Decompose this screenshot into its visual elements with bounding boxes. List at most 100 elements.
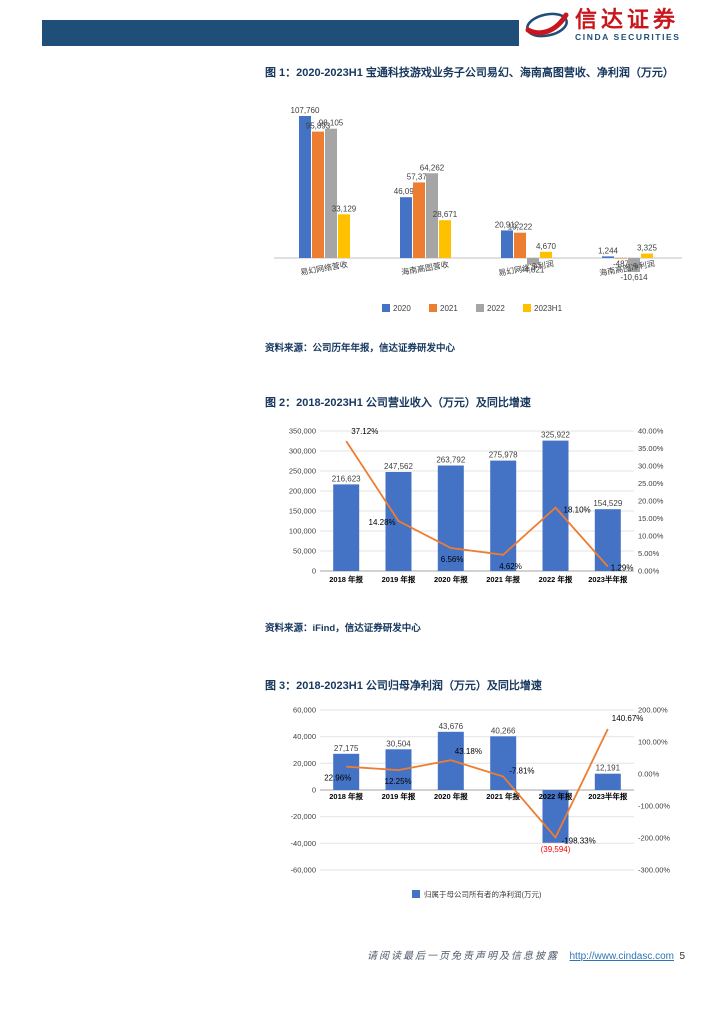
bar-value-label: 12,191: [596, 764, 621, 773]
right-axis-tick: -300.00%: [638, 866, 670, 875]
bar-2021: [413, 182, 425, 258]
bar-value-label: 247,562: [384, 462, 413, 471]
bar-value-label: 27,175: [334, 744, 359, 753]
footer-link[interactable]: http://www.cindasc.com: [569, 951, 674, 962]
right-axis-tick: 35.00%: [638, 444, 664, 453]
bar-value-label: 275,978: [489, 451, 518, 460]
right-axis-tick: 40.00%: [638, 427, 664, 436]
right-axis-tick: 10.00%: [638, 532, 664, 541]
bar-2021: [312, 131, 324, 258]
bar-2021: [514, 232, 526, 258]
line-point-label: -7.81%: [509, 767, 534, 776]
bar-value-label: 19,222: [508, 223, 533, 232]
brand-name-en: CINDA SECURITIES: [575, 31, 681, 42]
line-point-label: 1.29%: [611, 564, 634, 573]
legend-swatch: [382, 304, 390, 312]
left-axis-tick: 50,000: [293, 547, 316, 556]
legend-label: 归属于母公司所有者的净利润(万元): [424, 889, 542, 899]
cinda-logo: 信达证券 CINDA SECURITIES: [524, 8, 681, 42]
bar-value-label: 64,262: [420, 163, 445, 172]
bar: [542, 790, 569, 843]
right-axis-tick: 5.00%: [638, 549, 660, 558]
legend-label: 2022: [487, 304, 505, 313]
bar-2020: [299, 116, 311, 258]
bar-value-label: 325,922: [541, 431, 570, 440]
bar-value-label: 263,792: [436, 456, 465, 465]
line-point-label: 140.67%: [612, 714, 644, 723]
left-axis-tick: 200,000: [289, 487, 316, 496]
cinda-logo-icon: [525, 12, 569, 38]
bar-2020: [400, 197, 412, 258]
bar: [594, 509, 621, 571]
bar-value-label: 28,671: [433, 210, 458, 219]
x-axis-label: 2020 年报: [434, 791, 468, 801]
bar-2023H1: [540, 251, 552, 258]
bar-value-label: 43,676: [439, 722, 464, 731]
figure2-title: 图 2：2018-2023H1 公司营业收入（万元）及同比增速: [265, 397, 531, 409]
line-point-label: 6.56%: [441, 555, 464, 564]
bar: [542, 440, 569, 571]
left-axis-tick: 350,000: [289, 427, 316, 436]
x-axis-label: 2021 年报: [486, 791, 520, 801]
x-axis-label: 2023半年报: [588, 791, 628, 801]
category-label: 易幻网络净利润: [498, 258, 555, 278]
bar-value-label: 30,504: [386, 739, 411, 748]
bar: [333, 484, 360, 571]
figure1-chart: 107,760 95,893 98,105 33,129 易幻网络营收 46,097 57,…: [268, 88, 688, 320]
category-label: 易幻网络营收: [299, 259, 348, 277]
right-axis-tick: 0.00%: [638, 567, 660, 576]
bar-value-label: 107,760: [291, 106, 320, 115]
right-axis-tick: -100.00%: [638, 802, 670, 811]
right-axis-tick: 0.00%: [638, 770, 660, 779]
left-axis-tick: 0: [312, 567, 316, 576]
bar-value-label: 3,325: [637, 244, 658, 253]
right-axis-tick: 25.00%: [638, 479, 664, 488]
header-rule: [42, 20, 519, 46]
bar-value-label: 46,097: [394, 187, 419, 196]
bar-2022: [426, 173, 438, 258]
x-axis-label: 2022 年报: [539, 791, 573, 801]
right-axis-tick: 15.00%: [638, 514, 664, 523]
brand-name-cn: 信达证券: [575, 7, 680, 33]
left-axis-tick: 0: [312, 786, 316, 795]
left-axis-tick: 250,000: [289, 467, 316, 476]
left-axis-tick: 20,000: [293, 759, 316, 768]
right-axis-tick: 200.00%: [638, 706, 668, 715]
x-axis-label: 2019 年报: [382, 574, 416, 584]
bar-2022: [628, 258, 640, 272]
x-axis-label: 2020 年报: [434, 574, 468, 584]
left-axis-tick: 100,000: [289, 527, 316, 536]
figure2-chart: 350,000 300,000 250,000 200,000 150,000 100,0…: [262, 416, 692, 596]
left-axis-tick: 150,000: [289, 507, 316, 516]
line-point-label: 12.25%: [385, 777, 412, 786]
bar-value-label: 154,529: [593, 499, 622, 508]
bar-2020: [501, 230, 513, 258]
left-axis-tick: -40,000: [291, 839, 316, 848]
bar-value-label: 33,129: [332, 204, 357, 213]
left-axis-tick: -60,000: [291, 866, 316, 875]
legend-swatch: [412, 890, 420, 898]
bar: [437, 465, 464, 571]
category-label: 海南高图营收: [400, 259, 449, 277]
bar-value-label: 4,670: [536, 242, 557, 251]
bar-value-label: 98,105: [319, 119, 344, 128]
legend-label: 2021: [440, 304, 458, 313]
legend-swatch: [523, 304, 531, 312]
x-axis-label: 2019 年报: [382, 791, 416, 801]
bar-value-label: 57,379: [407, 172, 432, 181]
bar: [490, 736, 517, 790]
bar-value-label: 216,623: [332, 474, 361, 483]
right-axis-tick: -200.00%: [638, 834, 670, 843]
bar-value-label: -10,614: [620, 273, 648, 282]
growth-line: [345, 440, 609, 568]
bar-2023H1: [439, 220, 451, 258]
right-axis-tick: 30.00%: [638, 462, 664, 471]
brand-text: 信达证券 CINDA SECURITIES: [575, 8, 681, 41]
line-point-label: -198.33%: [562, 837, 596, 846]
bar-value-label: 20,912: [495, 220, 520, 229]
right-axis-tick: 100.00%: [638, 738, 668, 747]
figure3-chart: 60,000 40,000 20,000 0 -20,000 -40,000 -60,000…: [262, 698, 692, 910]
page-number: 5: [679, 951, 685, 962]
bar-2023H1: [641, 253, 653, 258]
